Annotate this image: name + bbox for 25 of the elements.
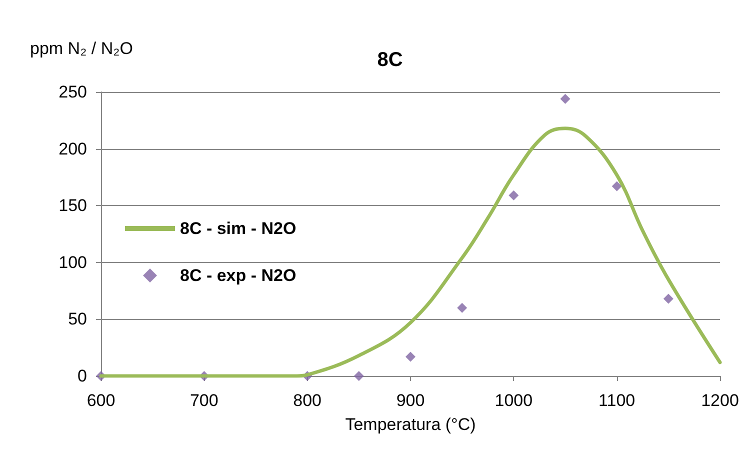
y-tick-label: 250 xyxy=(58,82,87,102)
y-tick-label: 0 xyxy=(78,366,87,386)
chart-title: 8C xyxy=(377,49,403,71)
legend-label: 8C - sim - N2O xyxy=(180,219,296,238)
y-tick-label: 200 xyxy=(58,139,87,158)
point xyxy=(508,190,519,200)
x-tick-label: 1200 xyxy=(701,391,739,410)
point xyxy=(406,352,416,362)
y-tick-label: 150 xyxy=(58,196,87,216)
point xyxy=(612,181,622,192)
y-tick-label: 50 xyxy=(68,310,87,329)
y-axis-title: ppm N₂ / N₂O xyxy=(30,39,133,58)
x-tick-label: 1000 xyxy=(494,391,533,410)
point xyxy=(560,94,570,104)
y-tick-label: 100 xyxy=(58,252,87,272)
x-tick-label: 800 xyxy=(293,391,322,410)
x-tick-label: 700 xyxy=(190,391,218,410)
point xyxy=(457,302,468,313)
x-tick-label: 600 xyxy=(86,391,116,410)
x-axis-title: Temperatura (°C) xyxy=(345,415,476,434)
point xyxy=(663,294,674,304)
x-tick-label: 1100 xyxy=(598,391,636,410)
legend-label: 8C - exp - N2O xyxy=(180,266,296,285)
point xyxy=(354,371,364,381)
x-tick-label: 900 xyxy=(396,391,425,410)
